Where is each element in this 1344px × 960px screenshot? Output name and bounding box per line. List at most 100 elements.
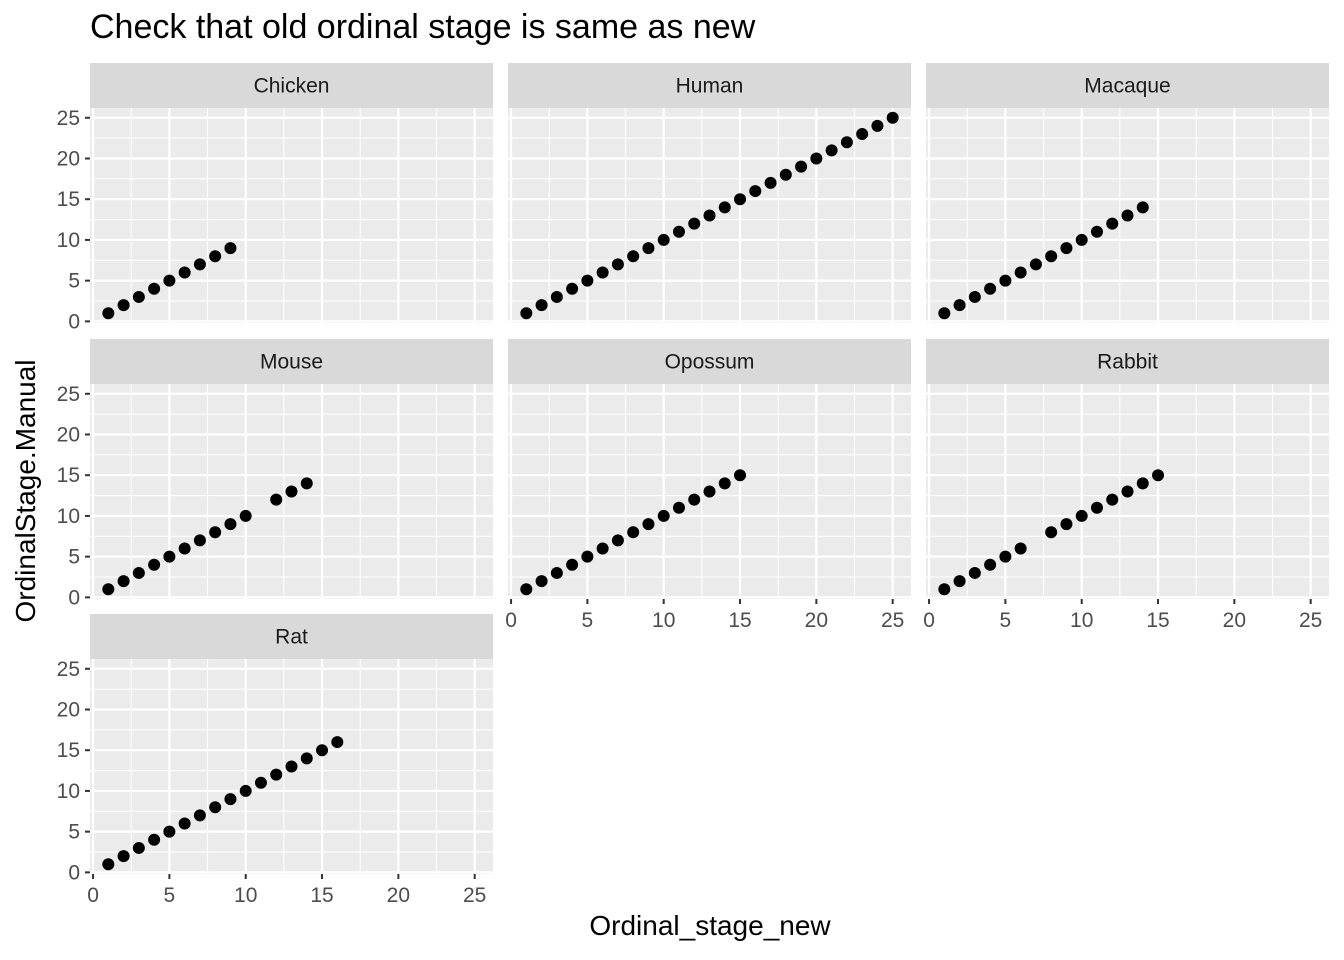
facet-strip-label: Macaque: [1084, 75, 1170, 98]
data-point: [886, 111, 899, 124]
data-point: [703, 209, 716, 222]
data-point: [132, 841, 145, 854]
data-point: [224, 518, 237, 531]
y-tick-label: 20: [57, 147, 80, 170]
y-tick-label: 25: [57, 383, 80, 406]
data-point: [193, 809, 206, 822]
data-point: [953, 575, 966, 588]
data-point: [193, 258, 206, 271]
y-tick-label: 5: [68, 821, 80, 844]
facet-strip-label: Chicken: [254, 75, 330, 98]
data-point: [566, 282, 579, 295]
facet-strip: [90, 339, 493, 384]
data-point: [1106, 217, 1119, 230]
data-point: [1045, 250, 1058, 263]
data-point: [968, 566, 981, 579]
data-point: [718, 201, 731, 214]
data-point: [209, 801, 222, 814]
data-point: [209, 526, 222, 539]
data-point: [984, 558, 997, 571]
facet-chicken: Chicken 0 5 10 15 20 25: [57, 63, 493, 333]
data-point: [193, 534, 206, 547]
facet-strip-label: Mouse: [260, 351, 323, 374]
data-point: [871, 119, 884, 132]
data-point: [1090, 225, 1103, 238]
data-point: [117, 299, 130, 312]
y-tick-label: 20: [57, 423, 80, 446]
data-point: [239, 509, 252, 522]
x-tick-label: 20: [387, 884, 410, 907]
data-point: [1045, 526, 1058, 539]
data-point: [1075, 233, 1088, 246]
data-point: [148, 833, 161, 846]
data-point: [239, 784, 252, 797]
data-point: [642, 242, 655, 255]
x-tick-label: 25: [463, 884, 486, 907]
data-point: [132, 566, 145, 579]
data-point: [984, 282, 997, 295]
data-point: [840, 136, 853, 149]
data-point: [938, 583, 951, 596]
y-tick-label: 15: [57, 739, 80, 762]
data-point: [270, 493, 283, 506]
data-point: [148, 282, 161, 295]
y-tick-label: 25: [57, 107, 80, 130]
facet-mouse: Mouse 0 5 10 15 20 25: [57, 339, 493, 609]
data-point: [596, 542, 609, 555]
x-tick-label: 5: [164, 884, 176, 907]
data-point: [795, 160, 808, 173]
data-point: [300, 477, 313, 490]
data-point: [520, 583, 533, 596]
y-tick-label: 5: [68, 546, 80, 569]
data-point: [550, 290, 563, 303]
y-axis-label: OrdinalStage.Manual: [10, 359, 41, 623]
facet-strip: [508, 63, 911, 108]
x-tick-label: 15: [1146, 609, 1169, 632]
y-tick-label: 10: [57, 505, 80, 528]
data-point: [1152, 469, 1165, 482]
data-point: [581, 550, 594, 563]
data-point: [178, 542, 191, 555]
facet-strip-label: Opossum: [665, 351, 755, 374]
x-tick-label: 25: [881, 609, 904, 632]
data-point: [968, 290, 981, 303]
y-tick-label: 10: [57, 780, 80, 803]
data-point: [224, 242, 237, 255]
facet-strip: [926, 339, 1329, 384]
x-tick-label: 5: [582, 609, 594, 632]
facet-strip-label: Rat: [275, 626, 308, 649]
data-point: [734, 469, 747, 482]
y-tick-label: 5: [68, 270, 80, 293]
data-point: [672, 501, 685, 514]
x-tick-label: 10: [1070, 609, 1093, 632]
data-point: [688, 493, 701, 506]
data-point: [178, 817, 191, 830]
data-point: [596, 266, 609, 279]
x-tick-label: 25: [1299, 609, 1322, 632]
data-point: [300, 752, 313, 765]
data-point: [285, 485, 298, 498]
x-tick-label: 15: [310, 884, 333, 907]
data-point: [117, 850, 130, 863]
facet-macaque: Macaque: [926, 63, 1329, 323]
facet-human: Human: [508, 63, 911, 323]
data-point: [117, 575, 130, 588]
x-tick-label: 15: [728, 609, 751, 632]
facet-strip-label: Human: [676, 75, 744, 98]
data-point: [285, 760, 298, 773]
data-point: [1060, 518, 1073, 531]
y-tick-label: 15: [57, 188, 80, 211]
facet-strip: [90, 614, 493, 659]
facet-rat: Rat 0 5 10 15 20 25 0 5 10 15 20 25: [57, 614, 493, 907]
data-point: [209, 250, 222, 263]
chart-title: Check that old ordinal stage is same as …: [90, 8, 756, 46]
data-point: [718, 477, 731, 490]
x-tick-label: 20: [805, 609, 828, 632]
data-point: [566, 558, 579, 571]
data-point: [331, 736, 344, 749]
data-point: [611, 534, 624, 547]
data-point: [148, 558, 161, 571]
data-point: [688, 217, 701, 230]
y-tick-label: 10: [57, 229, 80, 252]
